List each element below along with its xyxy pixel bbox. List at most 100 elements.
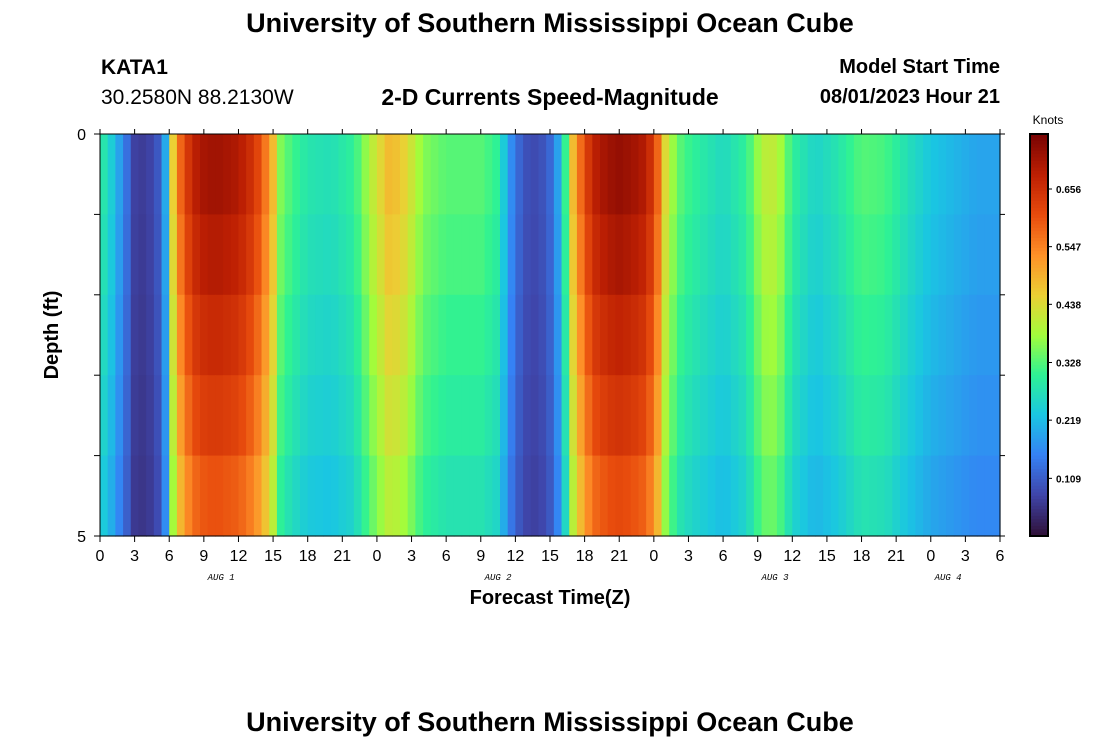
heatmap-cell [500,134,509,215]
heatmap-cell [184,214,193,296]
heatmap-cell [869,214,878,296]
heatmap-cell [592,455,601,537]
heatmap-cell [253,294,263,376]
colorbar-segment [1030,479,1048,484]
heatmap-cell [961,214,970,296]
x-tick-label: 6 [996,548,1005,565]
heatmap-cell [853,455,863,537]
colorbar-segment [1030,167,1048,172]
heatmap-cell [769,294,778,376]
heatmap-cell [169,214,178,296]
heatmap-cell [615,294,624,376]
heatmap-cell [915,134,924,215]
heatmap-cell [784,134,793,215]
heatmap-cell [892,455,901,537]
heatmap-cell [223,134,232,215]
heatmap-cell [684,214,693,296]
colorbar-segment [1030,458,1048,464]
heatmap-cell [661,375,670,457]
heatmap-cell [623,294,632,376]
heatmap-cell [946,455,955,537]
heatmap-cell [538,375,547,457]
colorbar-segment [1030,187,1048,192]
heatmap-cell [869,134,878,215]
heatmap-cell [653,294,663,376]
heatmap-cell [223,294,232,376]
colorbar-segment [1030,264,1048,269]
colorbar-segment [1030,489,1048,494]
heatmap-cell [876,375,886,457]
heatmap-cell [607,455,616,537]
heatmap-cell [238,294,247,376]
heatmap-cell [600,294,609,376]
heatmap-cell [676,294,686,376]
heatmap-cell [953,294,963,376]
colorbar-segment [1030,324,1048,330]
heatmap-cell [646,375,655,457]
heatmap-cell [623,214,632,296]
heatmap-cell [707,294,716,376]
heatmap-cell [869,294,878,376]
heatmap-cell [269,294,278,376]
heatmap-chart: 0 3 6 9 12 15 18 21 0 3 6 9 12 15 18 21 0 3 6 9 12 15 18 21 0 3 6 A… [41,113,1081,609]
colorbar-segment [1030,412,1048,417]
heatmap-cell [207,455,216,537]
x-tick-label: 21 [333,548,351,565]
heatmap-cell [315,455,324,537]
heatmap-cell [984,455,993,537]
heatmap-cell [246,294,255,376]
heatmap-cell [500,455,509,537]
colorbar-segment [1030,184,1048,189]
heatmap-cell [307,455,316,537]
heatmap-cell [607,134,616,215]
colorbar-segment [1030,388,1048,393]
heatmap-cell [361,134,370,215]
colorbar-label: Knots [1033,113,1064,127]
colorbar-segment [1030,462,1048,467]
heatmap-cell [900,134,909,215]
heatmap-cell [307,134,316,215]
heatmap-cell [453,455,463,537]
heatmap-cell [461,134,470,215]
heatmap-cell [392,134,401,215]
heatmap-cell [723,134,732,215]
heatmap-cell [946,375,955,457]
heatmap-cell [576,134,586,215]
x-tick-label: 21 [887,548,905,565]
colorbar-segment [1030,237,1048,242]
heatmap-cell [800,294,809,376]
x-tick-label: 0 [926,548,935,565]
heatmap-cell [646,294,655,376]
heatmap-cell [469,455,478,537]
heatmap-cell [869,375,878,457]
colorbar-segment [1030,221,1048,226]
heatmap-cell [992,214,1001,296]
heatmap-cell [969,455,978,537]
heatmap-cell [861,375,870,457]
colorbar-segment [1030,428,1048,433]
heatmap-cell [730,134,740,215]
colorbar-segment [1030,197,1048,202]
day-label: AUG 1 [207,573,235,583]
heatmap-cell [261,214,270,296]
heatmap-cell [815,455,824,537]
heatmap-cell [623,455,632,537]
heatmap-cell [923,214,932,296]
colorbar-segment [1030,348,1048,353]
heatmap-cell [946,214,955,296]
x-tick-label: 3 [407,548,416,565]
heatmap-cell [861,294,870,376]
x-axis-label: Forecast Time(Z) [470,587,631,609]
heatmap-cell [846,294,855,376]
heatmap-cell [253,134,263,215]
heatmap-cell [923,375,932,457]
heatmap-cell [515,455,524,537]
heatmap-cell [169,134,178,215]
heatmap-cell [192,214,201,296]
colorbar-axis: 0.109 0.219 0.328 0.438 0.547 0.656 [1048,185,1081,485]
heatmap-cell [546,294,555,376]
heatmap-cell [100,214,109,296]
heatmap-cell [684,134,693,215]
colorbar-segment [1030,395,1048,400]
heatmap-cell [330,134,340,215]
